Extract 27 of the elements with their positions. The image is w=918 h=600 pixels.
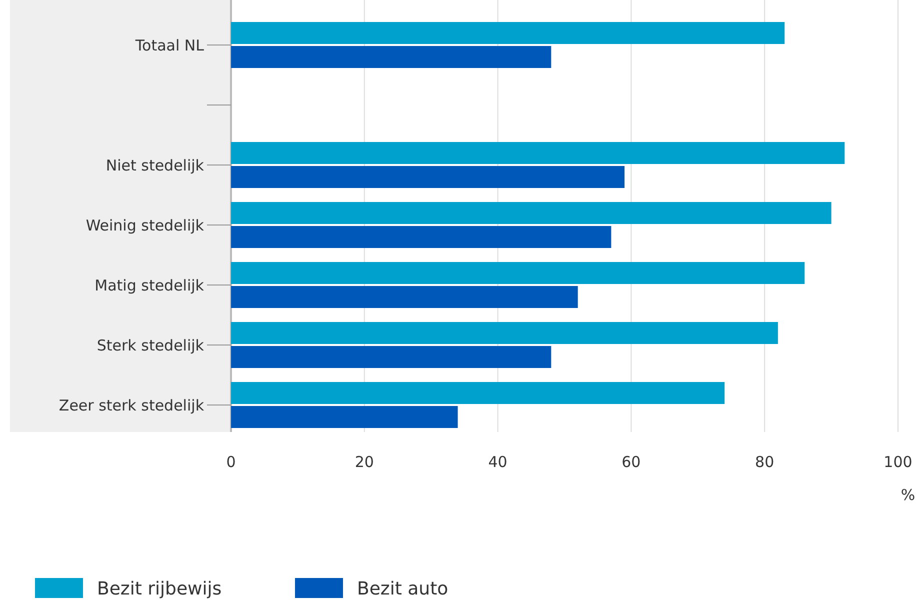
bar <box>231 202 832 224</box>
bar <box>231 226 612 248</box>
bar <box>231 166 625 188</box>
x-tick-label: 40 <box>488 453 508 471</box>
bar <box>231 46 552 68</box>
bar <box>231 262 805 284</box>
y-tick-label: Matig stedelijk <box>94 276 204 294</box>
x-tick-label: 0 <box>226 453 236 471</box>
x-tick-label: 20 <box>354 453 374 471</box>
bar <box>231 22 785 44</box>
x-tick-label: 100 <box>884 453 912 471</box>
y-tick-label: Zeer sterk stedelijk <box>58 396 204 414</box>
y-tick-label: Niet stedelijk <box>106 156 204 174</box>
y-tick-label: Sterk stedelijk <box>96 336 204 354</box>
bar <box>231 286 578 308</box>
y-tick-label: Totaal NL <box>134 36 205 54</box>
y-tick-label: Weinig stedelijk <box>86 216 204 234</box>
bar <box>231 142 845 164</box>
x-tick-label: 60 <box>622 453 641 471</box>
bar <box>231 382 725 404</box>
x-tick-label: 80 <box>755 453 774 471</box>
legend-label: Bezit rijbewijs <box>97 578 222 600</box>
bar <box>231 322 778 344</box>
legend-label: Bezit auto <box>357 578 448 600</box>
x-axis-title: % <box>900 486 916 504</box>
bar <box>231 406 458 428</box>
bar <box>231 346 552 368</box>
